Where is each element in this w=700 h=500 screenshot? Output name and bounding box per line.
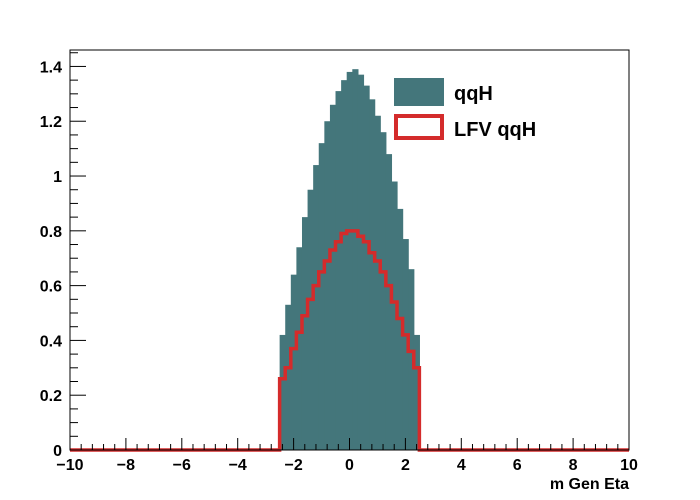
x-tick-label: 2 [401,457,410,474]
legend-swatch-lfv-qqh [394,114,444,140]
histogram-bar-qqh [397,208,404,450]
histogram-bar-qqh [374,115,381,450]
histogram-bar-qqh [363,85,370,451]
x-tick-label: −8 [117,457,135,474]
histogram-line-lfv-qqh [70,229,629,452]
y-tick-label: 0.8 [40,224,62,241]
series-layer [70,69,629,452]
histogram-bar-qqh [357,74,365,450]
histogram-bar-qqh [352,69,359,451]
x-axis-title: m Gen Eta [550,476,629,493]
y-tick-label: 0 [53,443,62,460]
histogram-bar-qqh [413,334,420,450]
axis-ticks [69,52,630,451]
y-tick-label: 0.2 [40,388,62,405]
legend-label-lfv-qqh: LFV qqH [454,119,536,141]
histogram-bar-qqh [346,71,353,451]
legend-swatch-qqh [394,78,444,106]
histogram-bar-qqh [335,91,342,450]
x-tick-label: −2 [284,457,302,474]
histogram-bar-qqh [290,274,297,450]
histogram-bar-qqh [369,99,376,450]
histogram-bar-qqh [408,269,415,450]
histogram-bar-qqh [313,165,320,450]
histogram-bar-qqh [307,189,314,451]
y-tick-label: 0.4 [40,333,62,350]
x-tick-label: 8 [569,457,578,474]
histogram-bar-qqh [391,181,398,450]
x-tick-label: 4 [457,457,466,474]
y-tick-label: 1 [53,169,62,186]
histogram-bar-qqh [380,132,387,450]
x-tick-label: −6 [173,457,191,474]
histogram-bar-qqh [279,334,286,450]
histogram-bar-qqh [296,247,303,450]
x-tick-label: 6 [513,457,522,474]
histogram-bar-qqh [385,154,393,451]
histogram-bar-qqh [341,80,348,450]
y-tick-label: 1.2 [40,114,62,131]
legend-label-qqh: qqH [454,83,493,105]
x-tick-label: −4 [229,457,247,474]
histogram-bar-qqh [402,239,409,450]
histogram-bar-qqh [324,121,331,450]
histogram-bar-qqh [318,143,325,450]
legend: qqH LFV qqH [394,78,536,141]
tick-labels: −10 −8 −6 −4 −2 0 2 4 6 8 10 0 0.2 0.4 0.6 0.8 1 1.2 1.4 [40,59,638,474]
histogram-bar-qqh [329,104,337,450]
x-tick-label: 10 [620,457,638,474]
y-tick-label: 0.6 [40,279,62,296]
histogram-bar-qqh [301,217,309,450]
x-tick-label: −10 [56,457,83,474]
x-tick-label: 0 [345,457,354,474]
histogram-bar-qqh [285,304,292,450]
y-tick-label: 1.4 [40,59,62,76]
